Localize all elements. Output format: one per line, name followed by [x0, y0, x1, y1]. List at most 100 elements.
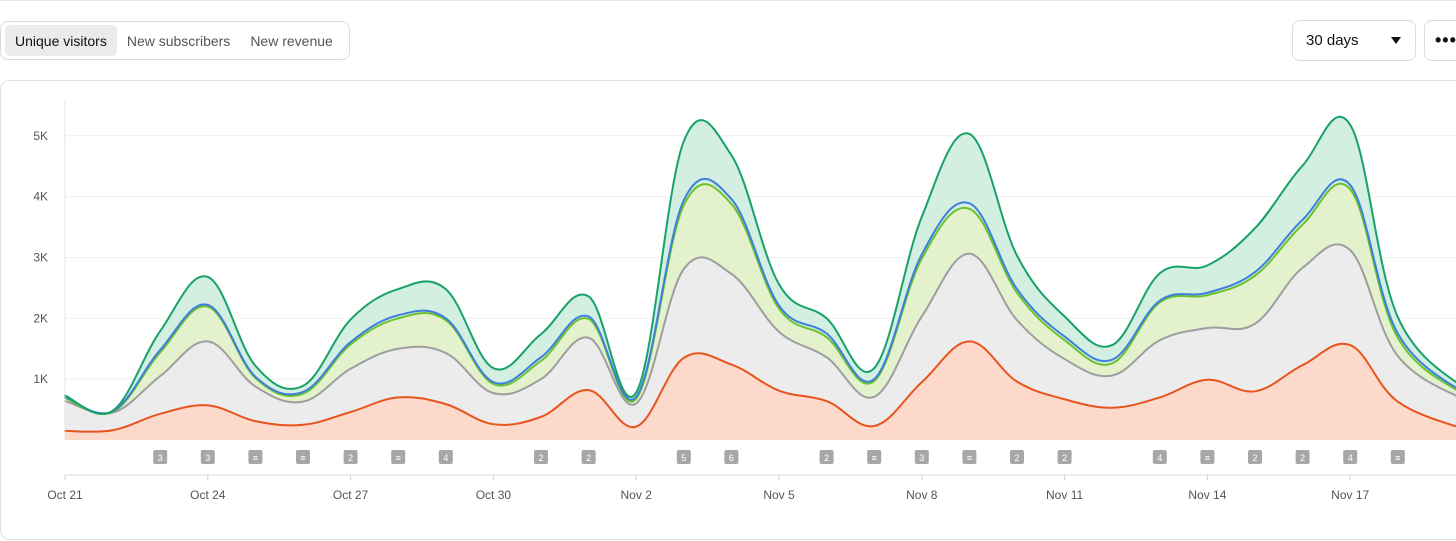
post-marker-label: 4 [1348, 453, 1353, 463]
chart-panel: 1K 2K 3K 4K 5K Oct 21 Oct 24 Oct 27 Oct 30 Nov 2 N… [0, 80, 1456, 540]
series-line [64, 177, 1456, 415]
post-marker-label: 2 [1300, 453, 1305, 463]
x-tick-label: Oct 27 [333, 488, 369, 502]
y-tick-label: 3K [33, 250, 48, 264]
post-marker-badge [534, 450, 548, 464]
post-marker-badge [581, 450, 596, 464]
post-marker-label: 2 [586, 453, 591, 463]
y-tick-label: 4K [33, 190, 48, 204]
post-marker: ≡ [248, 450, 263, 464]
post-marker-label: ≡ [872, 453, 877, 463]
post-marker-label: 3 [919, 453, 924, 463]
post-marker-label: ≡ [967, 453, 972, 463]
x-tick-label: Oct 21 [47, 488, 83, 502]
post-marker-badge [676, 450, 691, 464]
post-marker-label: 3 [205, 453, 210, 463]
x-tick-label: Nov 5 [763, 488, 795, 502]
post-marker-label: 2 [824, 453, 829, 463]
post-marker-badge [1295, 450, 1310, 464]
y-tick-label: 2K [33, 311, 48, 325]
post-marker-badge [1343, 450, 1358, 464]
post-marker-badge [1010, 450, 1024, 464]
post-marker: 2 [534, 450, 548, 464]
post-marker: 4 [1152, 450, 1167, 464]
top-divider [0, 0, 1456, 1]
post-marker: 4 [438, 450, 453, 464]
post-marker-badge [391, 450, 406, 464]
post-marker: 5 [676, 450, 691, 464]
visitors-chart: 1K 2K 3K 4K 5K Oct 21 Oct 24 Oct 27 Oct 30 Nov 2 N… [33, 99, 1456, 502]
x-tick-label: Nov 8 [906, 488, 938, 502]
post-marker: 2 [1057, 450, 1072, 464]
series-area [65, 244, 1456, 440]
post-marker-label: ≡ [300, 453, 305, 463]
post-marker-label: 4 [1157, 453, 1162, 463]
series-line [64, 115, 1456, 415]
tab-new-revenue[interactable]: New revenue [250, 32, 333, 49]
chevron-down-icon [1391, 37, 1401, 44]
post-marker: ≡ [1390, 450, 1405, 464]
post-marker-badge [248, 450, 263, 464]
date-range-select[interactable]: 30 days [1292, 20, 1416, 61]
post-marker-badge [343, 450, 358, 464]
post-marker-badge [200, 450, 215, 464]
series-line [64, 340, 1456, 433]
post-marker: ≡ [867, 450, 882, 464]
series-area [65, 341, 1456, 440]
post-marker: ≡ [962, 450, 977, 464]
post-marker: 2 [819, 450, 834, 464]
post-marker-badge [914, 450, 929, 464]
post-marker-label: ≡ [1205, 453, 1210, 463]
post-marker-label: ≡ [396, 453, 401, 463]
date-range-value: 30 days [1306, 32, 1359, 49]
x-tick-label: Nov 17 [1331, 488, 1369, 502]
post-marker-badge [296, 450, 310, 464]
post-marker-label: 5 [681, 453, 686, 463]
tab-unique-visitors[interactable]: Unique visitors [5, 25, 117, 56]
post-marker-badge [1200, 450, 1215, 464]
post-marker: 2 [343, 450, 358, 464]
post-marker-label: 2 [348, 453, 353, 463]
x-tick-label: Oct 30 [476, 488, 512, 502]
post-marker-label: ≡ [253, 453, 258, 463]
post-marker-badge [962, 450, 977, 464]
post-marker-label: 4 [443, 453, 448, 463]
post-marker-badge [867, 450, 882, 464]
y-tick-label: 5K [33, 129, 48, 143]
more-options-button[interactable]: ••• [1424, 20, 1456, 61]
post-marker-badge [438, 450, 453, 464]
metric-tabs: Unique visitors New subscribers New reve… [0, 21, 350, 60]
post-marker: 6 [724, 450, 739, 464]
post-marker-label: 3 [158, 453, 163, 463]
post-marker-badge [1152, 450, 1167, 464]
post-marker: 3 [914, 450, 929, 464]
post-marker: 4 [1343, 450, 1358, 464]
post-marker: ≡ [296, 450, 310, 464]
post-marker: ≡ [391, 450, 406, 464]
post-marker-label: 2 [538, 453, 543, 463]
post-marker: 3 [153, 450, 168, 464]
x-tick-label: Nov 2 [621, 488, 653, 502]
post-marker-badge [1057, 450, 1072, 464]
post-marker: 2 [1010, 450, 1024, 464]
series-line [64, 182, 1456, 415]
post-marker: 2 [1248, 450, 1262, 464]
post-marker: ≡ [1200, 450, 1215, 464]
tab-new-subscribers[interactable]: New subscribers [126, 32, 231, 49]
post-marker-badge [1390, 450, 1405, 464]
post-marker-label: 2 [1014, 453, 1019, 463]
x-tick-label: Nov 11 [1046, 488, 1083, 502]
post-marker-badge [153, 450, 168, 464]
post-marker-label: 2 [1252, 453, 1257, 463]
series-line [64, 243, 1456, 415]
x-tick-label: Oct 24 [190, 488, 226, 502]
post-marker: 2 [581, 450, 596, 464]
post-marker-badge [819, 450, 834, 464]
post-marker-badge [1248, 450, 1262, 464]
post-marker-label: 2 [1062, 453, 1067, 463]
x-tick-label: Nov 14 [1188, 488, 1226, 502]
more-dots-icon: ••• [1435, 30, 1456, 50]
post-marker: 2 [1295, 450, 1310, 464]
post-marker-badge [724, 450, 739, 464]
post-marker-label: 6 [729, 453, 734, 463]
